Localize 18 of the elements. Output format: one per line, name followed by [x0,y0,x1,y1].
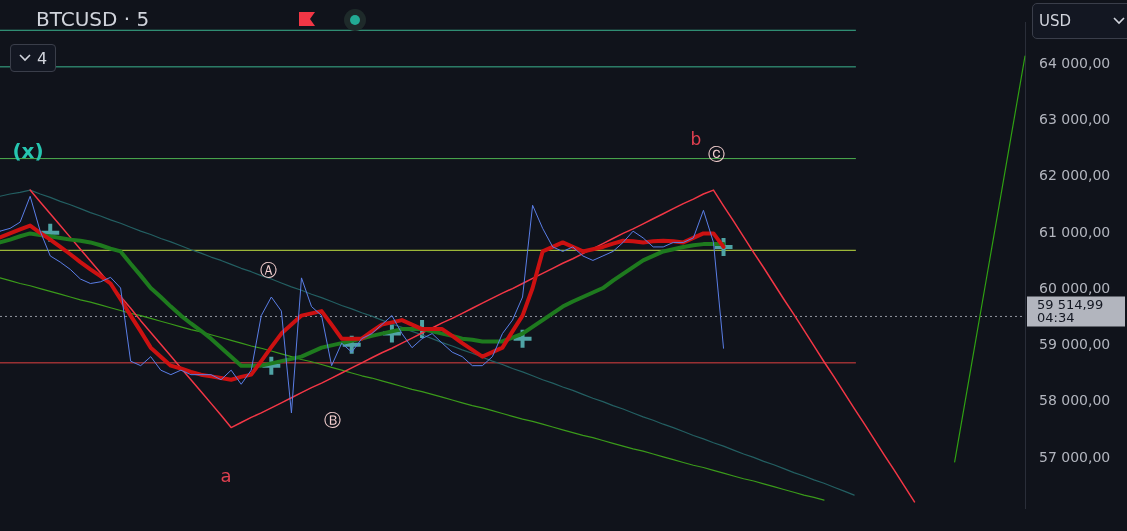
annotation: Ⓐ [259,260,277,281]
annotation: Ⓑ [323,410,341,431]
y-tick-label: 62 000,00 [1039,167,1111,184]
y-tick-label: 63 000,00 [1039,110,1111,127]
y-tick-label: 60 000,00 [1039,279,1111,296]
y-tick-label: 57 000,00 [1039,448,1111,465]
y-tick-label: 61 000,00 [1039,223,1111,240]
text: 04:34 [1037,309,1075,325]
text: USD [1039,12,1073,30]
annotation: 4 [36,48,48,68]
annotation: b [690,129,702,150]
chart-title: BTCUSD · 5 [36,7,150,31]
annotation: a [220,464,232,486]
ref-line-label: 59 514,99 [1037,296,1104,312]
y-tick-label: 58 000,00 [1039,392,1111,409]
y-tick-label: 59 000,00 [1039,336,1111,353]
y-tick-label: 64 000,00 [1039,54,1111,71]
annotation: (x) [12,139,44,164]
